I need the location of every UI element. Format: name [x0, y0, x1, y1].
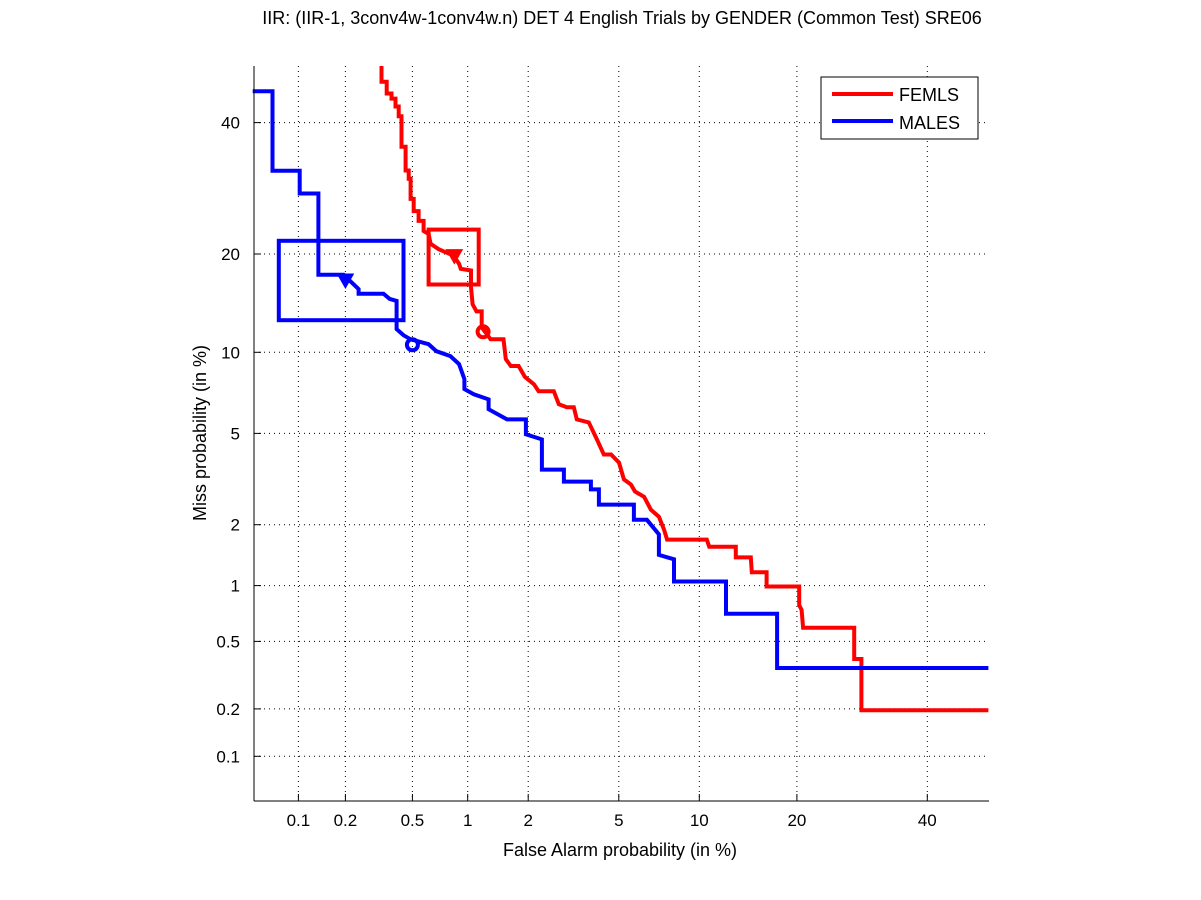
confidence-box-males [276, 238, 406, 323]
series-femls [379, 66, 989, 713]
x-tick-label: 5 [614, 811, 623, 830]
x-tick-label: 2 [523, 811, 532, 830]
series-layer [252, 66, 989, 713]
x-tick-label: 20 [787, 811, 806, 830]
x-axis-title: False Alarm probability (in %) [503, 840, 737, 860]
min-dcf-marker-males [404, 337, 420, 353]
y-tick-label: 0.2 [216, 700, 240, 719]
confidence-box-femls [426, 227, 481, 287]
chart-title: IIR: (IIR-1, 3conv4w-1conv4w.n) DET 4 En… [262, 8, 982, 28]
y-tick-label: 40 [221, 114, 240, 133]
x-tick-label: 1 [463, 811, 472, 830]
y-tick-label: 0.5 [216, 632, 240, 651]
grid-layer [254, 66, 989, 801]
x-tick-label: 0.1 [287, 811, 311, 830]
det-curve-femls [379, 66, 989, 713]
x-tick-label: 10 [690, 811, 709, 830]
x-tick-label: 0.5 [401, 811, 425, 830]
x-tick-label: 40 [918, 811, 937, 830]
y-tick-label: 5 [231, 424, 240, 443]
legend: FEMLS MALES [820, 76, 979, 140]
y-tick-label: 20 [221, 245, 240, 264]
tick-layer: 0.1 0.2 0.5 1 2 5 10 20 40 0.1 0.2 0.5 1 2 5 10 20 40 [216, 114, 936, 830]
y-tick-label: 0.1 [216, 747, 240, 766]
series-males [252, 89, 989, 670]
det-curve-males [252, 89, 989, 670]
x-tick-label: 0.2 [334, 811, 358, 830]
y-tick-label: 2 [231, 516, 240, 535]
min-dcf-marker-femls [475, 324, 491, 340]
y-tick-label: 10 [221, 343, 240, 362]
legend-box [820, 76, 979, 140]
y-tick-label: 1 [231, 577, 240, 596]
legend-label-males: MALES [899, 113, 960, 133]
actual-dcf-marker-males [336, 273, 355, 290]
y-axis-title: Miss probability (in %) [190, 345, 210, 521]
legend-label-femls: FEMLS [899, 85, 959, 105]
actual-dcf-marker-femls [445, 249, 464, 265]
